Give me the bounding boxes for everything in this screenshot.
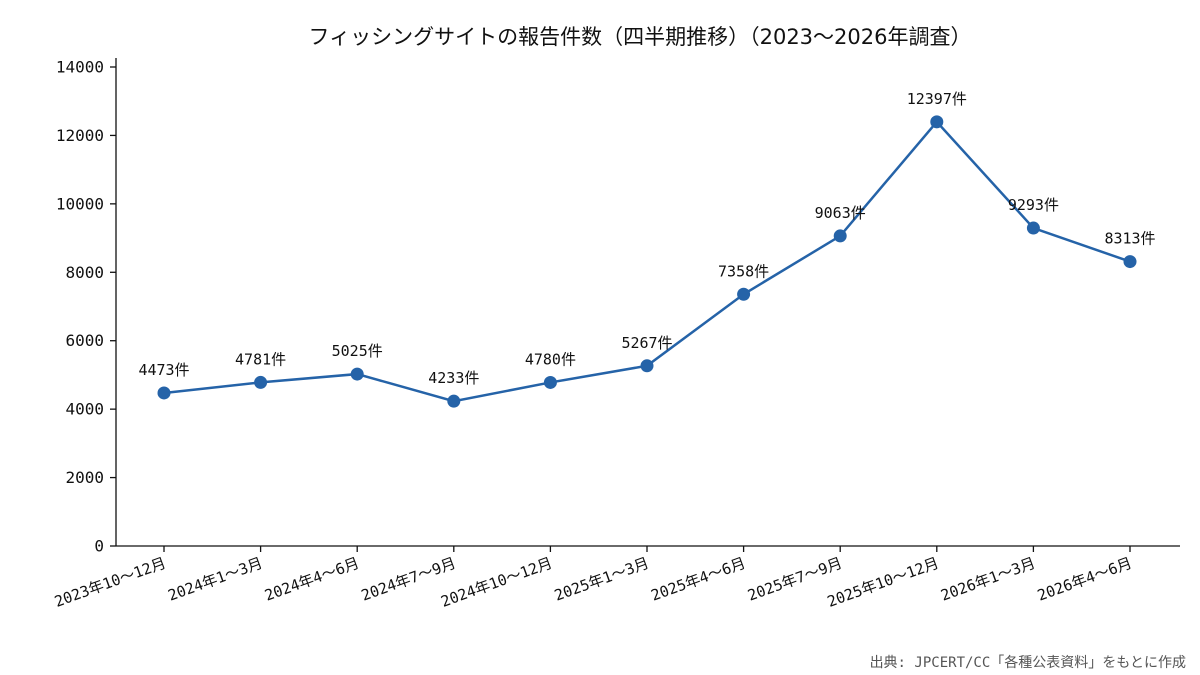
y-tick-label: 0	[94, 537, 104, 556]
x-tick-label: 2024年1〜3月	[166, 554, 265, 605]
x-tick-label: 2026年1〜3月	[938, 554, 1037, 605]
x-tick-label: 2025年10〜12月	[825, 554, 941, 611]
y-tick-label: 2000	[65, 468, 104, 487]
data-label: 8313件	[1104, 230, 1155, 248]
x-tick-label: 2024年10〜12月	[438, 554, 554, 611]
y-tick-label: 6000	[65, 331, 104, 350]
data-point	[1123, 255, 1137, 269]
data-point	[737, 287, 751, 301]
data-label: 4780件	[525, 350, 576, 368]
y-tick-label: 4000	[65, 400, 104, 419]
data-label: 9293件	[1008, 196, 1059, 214]
data-point	[157, 386, 171, 400]
chart-title: フィッシングサイトの報告件数（四半期推移）（2023〜2026年調査）	[309, 25, 972, 49]
data-label: 4473件	[138, 361, 189, 379]
y-tick-label: 10000	[56, 194, 104, 213]
data-label: 7358件	[718, 262, 769, 280]
y-tick-label: 14000	[56, 58, 104, 77]
data-point	[543, 375, 557, 389]
data-label: 12397件	[907, 90, 967, 108]
data-label: 9063件	[815, 204, 866, 222]
source-note: 出典: JPCERT/CC「各種公表資料」をもとに作成	[870, 655, 1186, 671]
data-point	[1026, 221, 1040, 235]
data-point	[447, 394, 461, 408]
data-labels: 4473件 4781件 5025件 4233件 4780件 5267件 7358件 9063件…	[138, 90, 1155, 387]
data-point	[350, 367, 364, 381]
y-tick-label: 8000	[65, 263, 104, 282]
data-point	[254, 375, 268, 389]
x-tick-label: 2025年4〜6月	[649, 554, 748, 605]
y-axis: 0 2000 4000 6000 8000 10000 12000 14000	[56, 58, 117, 556]
x-tick-label: 2025年1〜3月	[552, 554, 651, 605]
data-label: 4781件	[235, 350, 286, 368]
x-tick-label: 2024年4〜6月	[262, 554, 361, 605]
data-point	[930, 115, 944, 129]
data-label: 5267件	[621, 334, 672, 352]
x-tick-label: 2023年10〜12月	[52, 554, 168, 611]
y-tick-label: 12000	[56, 126, 104, 145]
x-tick-label: 2026年4〜6月	[1035, 554, 1134, 605]
series-line	[163, 119, 1131, 403]
data-label: 5025件	[332, 342, 383, 360]
data-point	[640, 359, 654, 373]
series-group	[157, 115, 1137, 408]
data-point	[833, 229, 847, 243]
data-label: 4233件	[428, 369, 479, 387]
x-axis: 2023年10〜12月2024年1〜3月2024年4〜6月2024年7〜9月20…	[52, 545, 1180, 611]
